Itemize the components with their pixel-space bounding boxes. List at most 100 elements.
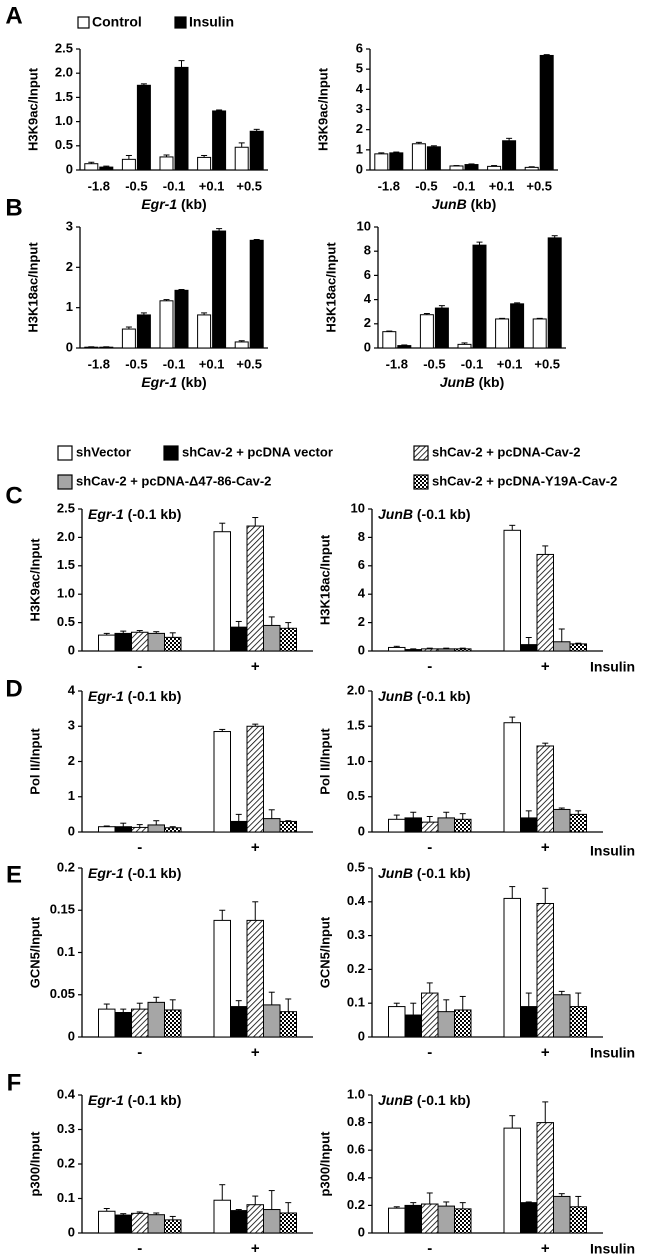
y-tick-label: 0 [66, 339, 73, 354]
bar-control-1 [374, 153, 389, 171]
bar-shcav-2-pcdna-47-86-cav-2-1 [147, 632, 165, 652]
y-tick-label: 0.2 [347, 1197, 365, 1212]
chart-title-suffix: (-0.1 kb) [124, 506, 182, 522]
bar-control-1 [382, 331, 397, 349]
bar-shvector-2 [213, 1199, 231, 1234]
y-tick-label: 1.0 [347, 753, 365, 768]
x-tick-label: -0.5 [423, 356, 445, 371]
bar-insulin-4 [502, 140, 517, 171]
x-tick-label: - [137, 839, 142, 856]
bar-insulin-5 [547, 237, 562, 349]
chart-title: JunB (-0.1 kb) [378, 506, 471, 522]
bar-shcav-2-pcdna-cav-2-2 [536, 553, 554, 652]
legend-label-5: shCav-2 + pcDNA-Y19A-Cav-2 [432, 473, 617, 488]
x-tick-label: +0.1 [199, 178, 225, 193]
x-tick-label: - [427, 658, 432, 675]
y-tick-label: 8 [364, 243, 371, 258]
y-tick-label: 4 [356, 81, 364, 96]
bar-shcav-2-pcdna-vector-2 [230, 1006, 248, 1038]
bar-insulin-4 [212, 230, 227, 349]
bar-shcav-2-pcdna-y19a-cav-2-1 [454, 1009, 472, 1038]
bar-shcav-2-pcdna-vector-2 [230, 1210, 248, 1234]
bar-shcav-2-pcdna-vector-2 [520, 1006, 538, 1038]
bar-insulin-2 [136, 84, 151, 171]
x-tick-label: -0.1 [163, 178, 185, 193]
y-axis-label: Pol II/Input [27, 728, 42, 795]
y-tick-label: 0 [358, 823, 365, 838]
chart-title-gene: Egr-1 [88, 688, 124, 704]
x-axis-gene: Egr-1 [141, 196, 177, 212]
bar-shcav-2-pcdna-vector-1 [404, 649, 422, 652]
bar-control-4 [487, 165, 502, 171]
x-tick-label: +0.5 [236, 178, 262, 193]
chart-title-suffix: (-0.1 kb) [413, 1092, 471, 1108]
chart-title-suffix: (-0.1 kb) [124, 1092, 182, 1108]
legend-swatch-2 [163, 445, 179, 461]
y-tick-label: 1.0 [57, 586, 75, 601]
panel-letter-c: C [5, 482, 22, 509]
x-tick-label: -0.1 [453, 178, 475, 193]
chart-title: JunB (-0.1 kb) [378, 1092, 471, 1108]
bar-shvector-2 [213, 731, 231, 833]
bar-shcav-2-pcdna-cav-2-2 [536, 1122, 554, 1234]
bar-shcav-2-pcdna-vector-1 [114, 632, 132, 652]
bar-control-3 [457, 343, 472, 349]
bar-shcav-2-pcdna-47-86-cav-2-1 [437, 1011, 455, 1038]
bar-shcav-2-pcdna-47-86-cav-2-2 [263, 1004, 281, 1038]
y-tick-label: 0.3 [57, 1121, 75, 1136]
bar-shcav-2-pcdna-cav-2-1 [421, 821, 439, 833]
bar-shcav-2-pcdna-cav-2-1 [131, 1008, 149, 1038]
y-axis-label: H3K18ac/Input [25, 242, 40, 333]
chart-title-suffix: (-0.1 kb) [413, 688, 471, 704]
bar-shcav-2-pcdna-y19a-cav-2-1 [164, 636, 182, 652]
x-tick-label: +0.5 [534, 356, 560, 371]
bar-shcav-2-pcdna-vector-2 [520, 644, 538, 652]
bar-insulin-3 [472, 244, 487, 349]
chart-title: Egr-1 (-0.1 kb) [88, 1092, 181, 1108]
bar-shcav-2-pcdna-vector-2 [520, 817, 538, 833]
y-tick-label: 0.2 [57, 1155, 75, 1170]
x-axis-gene: JunB [432, 196, 467, 212]
y-tick-label: 1.5 [347, 718, 365, 733]
y-tick-label: 3 [68, 718, 75, 733]
bar-insulin-5 [539, 54, 554, 171]
x-tick-label: - [427, 839, 432, 856]
bar-shvector-1 [388, 646, 406, 652]
y-tick-label: 3 [66, 218, 73, 233]
bar-shcav-2-pcdna-47-86-cav-2-2 [263, 1209, 281, 1234]
x-axis-unit: (kb) [475, 374, 505, 390]
bar-shcav-2-pcdna-vector-1 [404, 817, 422, 833]
bar-shvector-2 [503, 722, 521, 833]
bar-shcav-2-pcdna-47-86-cav-2-2 [553, 808, 571, 833]
bar-control-3 [159, 156, 174, 171]
legend-label-3: shCav-2 + pcDNA-Cav-2 [432, 444, 580, 459]
bar-shcav-2-pcdna-y19a-cav-2-2 [279, 627, 297, 652]
bar-shcav-2-pcdna-y19a-cav-2-2 [279, 820, 297, 833]
x-axis-unit: (kb) [177, 374, 207, 390]
y-tick-label: 6 [364, 267, 371, 282]
y-tick-label: 0.2 [57, 859, 75, 874]
bar-shcav-2-pcdna-y19a-cav-2-1 [454, 818, 472, 833]
bar-shcav-2-pcdna-vector-1 [114, 1214, 132, 1234]
y-tick-label: 0.5 [55, 137, 73, 152]
y-tick-label: 1 [356, 141, 363, 156]
y-tick-label: 0 [356, 161, 363, 176]
y-tick-label: 0.5 [347, 859, 365, 874]
bar-shvector-1 [98, 1210, 116, 1234]
insulin-label-d: Insulin [590, 843, 635, 859]
chart-title-gene: JunB [378, 865, 413, 881]
x-tick-label: -0.5 [415, 178, 437, 193]
bar-shcav-2-pcdna-cav-2-1 [421, 1203, 439, 1234]
bar-control-4 [197, 314, 212, 349]
y-tick-label: 0.4 [347, 1169, 366, 1184]
chart-title: JunB (-0.1 kb) [378, 688, 471, 704]
insulin-label-c: Insulin [590, 659, 635, 675]
bar-shcav-2-pcdna-vector-1 [114, 826, 132, 833]
bar-insulin-4 [510, 303, 525, 349]
legend-bottom: shVector shCav-2 + pcDNA vector shCav-2 + … [57, 444, 617, 490]
y-tick-label: 2 [358, 614, 365, 629]
x-tick-label: - [137, 1044, 142, 1061]
chart-title-gene: JunB [378, 506, 413, 522]
y-tick-label: 1.0 [347, 1086, 365, 1101]
